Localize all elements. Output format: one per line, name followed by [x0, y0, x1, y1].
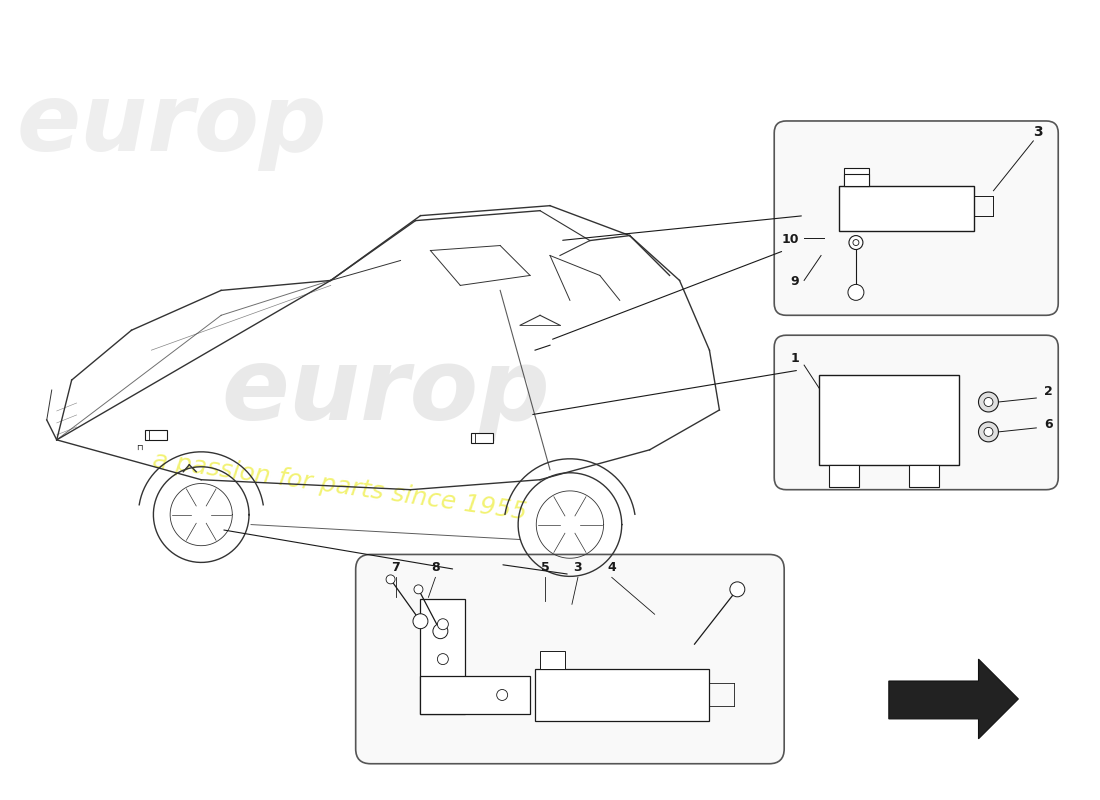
- Text: 2: 2: [1044, 385, 1053, 398]
- Circle shape: [848, 285, 864, 300]
- Bar: [540, 651, 565, 669]
- Circle shape: [433, 624, 448, 638]
- Text: 3: 3: [573, 562, 582, 574]
- Bar: [420, 676, 530, 714]
- Text: 9: 9: [791, 275, 799, 288]
- Circle shape: [386, 575, 395, 584]
- Text: 5: 5: [540, 562, 549, 574]
- Circle shape: [414, 585, 422, 594]
- Text: 4: 4: [607, 562, 616, 574]
- FancyBboxPatch shape: [355, 554, 784, 764]
- Circle shape: [979, 422, 999, 442]
- Polygon shape: [889, 659, 1019, 739]
- Text: a passion for parts since 1955: a passion for parts since 1955: [152, 448, 529, 525]
- Circle shape: [438, 618, 449, 630]
- Circle shape: [852, 239, 859, 246]
- Text: 6: 6: [1044, 418, 1053, 431]
- Bar: [839, 186, 974, 230]
- Text: ⊓: ⊓: [136, 443, 143, 452]
- Text: europ: europ: [221, 344, 550, 441]
- Circle shape: [730, 582, 745, 597]
- Text: 8: 8: [431, 562, 440, 574]
- Bar: [909, 465, 938, 486]
- Circle shape: [849, 235, 862, 250]
- Bar: [844, 174, 869, 186]
- Bar: [829, 465, 859, 486]
- FancyBboxPatch shape: [774, 335, 1058, 490]
- Bar: [471, 433, 493, 443]
- Text: 1: 1: [791, 352, 799, 365]
- Text: 3: 3: [1034, 125, 1043, 139]
- Bar: [420, 599, 465, 714]
- Bar: [535, 669, 710, 721]
- Circle shape: [438, 654, 449, 665]
- Bar: [844, 168, 869, 186]
- Bar: [145, 430, 167, 440]
- Text: 10: 10: [782, 233, 799, 246]
- Circle shape: [984, 398, 993, 406]
- Text: europ: europ: [16, 79, 328, 171]
- Bar: [820, 375, 958, 465]
- FancyBboxPatch shape: [774, 121, 1058, 315]
- Circle shape: [979, 392, 999, 412]
- Text: 7: 7: [392, 562, 400, 574]
- Circle shape: [412, 614, 428, 629]
- Circle shape: [497, 690, 507, 701]
- Circle shape: [984, 427, 993, 436]
